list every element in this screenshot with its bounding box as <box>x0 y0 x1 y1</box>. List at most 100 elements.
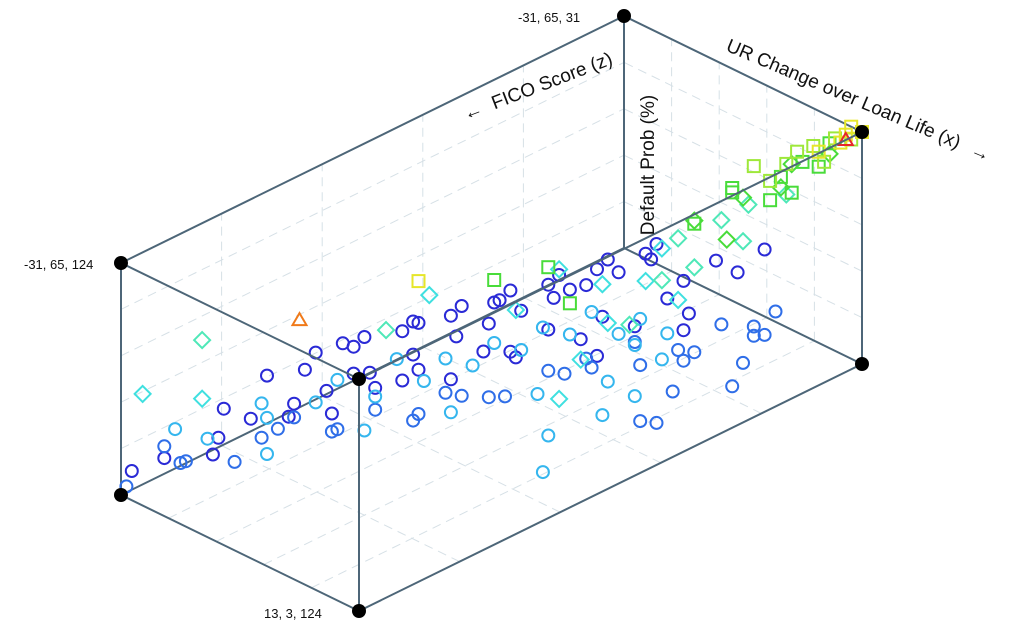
grid-line <box>422 346 662 464</box>
point-circle <box>676 353 691 368</box>
point-circle <box>357 330 372 344</box>
x-axis-arrow: → <box>968 139 994 166</box>
data-points <box>119 119 869 494</box>
point-square <box>687 216 702 231</box>
point-circle <box>243 411 258 426</box>
grid-line <box>120 61 625 310</box>
point-circle <box>541 277 556 292</box>
point-circle <box>406 314 421 329</box>
point-diamond <box>506 300 526 320</box>
point-circle <box>514 343 529 357</box>
point-circle <box>757 242 772 257</box>
point-diamond <box>717 230 737 249</box>
point-circle <box>676 323 691 338</box>
point-circle <box>595 408 610 423</box>
point-square <box>562 296 577 311</box>
point-diamond <box>571 350 591 370</box>
point-circle <box>438 351 453 366</box>
point-circle <box>368 389 383 404</box>
point-circle <box>416 374 431 388</box>
point-circle <box>579 351 594 366</box>
point-circle <box>357 423 372 438</box>
point-circle <box>481 390 496 405</box>
y-axis-title: Default Prob (%) <box>638 95 659 235</box>
point-circle <box>465 358 480 373</box>
box-edge <box>358 363 863 612</box>
point-circle <box>600 374 615 389</box>
point-circle <box>438 385 453 400</box>
point-square <box>487 273 502 287</box>
point-square <box>763 193 778 208</box>
point-circle <box>579 278 594 293</box>
point-square <box>811 144 826 159</box>
point-circle <box>746 328 761 343</box>
point-circle <box>503 283 518 298</box>
point-circle <box>498 389 512 404</box>
point-diamond <box>592 274 612 294</box>
point-circle <box>260 368 274 383</box>
point-circle <box>443 405 458 420</box>
point-circle <box>649 415 664 430</box>
point-circle <box>211 430 226 445</box>
point-circle <box>411 362 426 377</box>
point-circle <box>324 406 339 421</box>
grid-line <box>311 340 815 589</box>
point-circle <box>178 454 193 469</box>
point-square <box>833 135 848 150</box>
point-circle <box>287 396 302 411</box>
grid-line <box>623 201 863 319</box>
box-edge <box>623 15 863 133</box>
point-diamond <box>668 290 688 310</box>
point-square <box>790 144 805 159</box>
point-triangle <box>290 311 309 327</box>
grid-line <box>120 201 625 450</box>
point-circle <box>297 362 312 377</box>
point-circle <box>368 402 383 417</box>
point-circle <box>216 401 231 416</box>
point-circle <box>676 273 691 288</box>
point-diamond <box>376 320 396 340</box>
point-diamond <box>711 210 731 230</box>
point-circle <box>454 388 469 403</box>
point-circle <box>487 336 502 350</box>
point-circle <box>481 316 496 331</box>
y-axis-title-group: Default Prob (%) <box>638 95 659 235</box>
point-square <box>541 260 556 275</box>
point-circle <box>584 360 599 375</box>
corner-dot <box>352 372 366 386</box>
point-circle <box>200 431 215 446</box>
grid-line <box>120 108 625 357</box>
point-circle <box>660 291 675 306</box>
point-circle <box>205 447 220 462</box>
point-circle <box>395 373 410 388</box>
point-circle <box>730 265 745 280</box>
point-diamond <box>192 330 212 350</box>
point-diamond <box>776 185 796 204</box>
point-circle <box>270 421 285 436</box>
point-square <box>746 159 761 174</box>
point-circle <box>736 355 750 370</box>
box-edge <box>120 494 360 612</box>
point-circle <box>633 358 648 373</box>
point-circle <box>362 365 377 380</box>
grid-line <box>523 296 762 414</box>
point-circle <box>535 465 550 480</box>
point-diamond <box>636 271 656 291</box>
point-circle <box>768 304 783 319</box>
grid-line <box>221 445 460 563</box>
box-back-edges <box>120 15 863 496</box>
grid-line <box>263 317 768 566</box>
point-circle <box>530 387 545 401</box>
point-circle <box>411 315 426 330</box>
point-circle <box>487 295 502 310</box>
point-circle <box>714 317 729 332</box>
point-circle <box>406 413 421 428</box>
point-circle <box>627 389 642 404</box>
point-circle <box>535 320 550 335</box>
point-circle <box>638 246 653 261</box>
point-circle <box>124 464 139 478</box>
point-circle <box>389 352 404 367</box>
point-circle <box>649 237 664 251</box>
point-circle <box>368 380 383 395</box>
